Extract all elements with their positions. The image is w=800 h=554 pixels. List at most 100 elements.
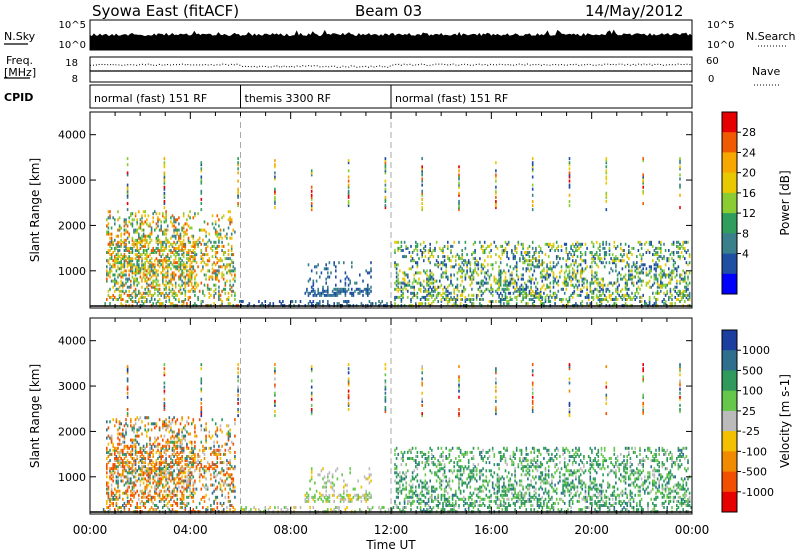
- heatmap-cell: [424, 255, 427, 259]
- heatmap-cell: [200, 300, 203, 303]
- heatmap-cell: [170, 220, 172, 224]
- heatmap-cell: [213, 499, 215, 503]
- heatmap-cell: [200, 381, 203, 385]
- heatmap-cell: [136, 220, 138, 224]
- heatmap-cell: [459, 302, 462, 306]
- heatmap-cell: [158, 483, 161, 487]
- heatmap-cell: [203, 485, 206, 489]
- heatmap-cell: [155, 281, 158, 285]
- heatmap-cell: [511, 249, 513, 252]
- heatmap-cell: [307, 493, 310, 497]
- heatmap-cell: [146, 279, 148, 283]
- heatmap-cell: [114, 487, 116, 491]
- heatmap-cell: [197, 459, 199, 463]
- heatmap-cell: [320, 497, 323, 501]
- heatmap-cell: [134, 471, 137, 475]
- heatmap-cell: [490, 263, 492, 267]
- heatmap-cell: [467, 261, 470, 265]
- heatmap-cell: [144, 261, 146, 265]
- heatmap-cell: [182, 485, 185, 489]
- heatmap-cell: [615, 259, 617, 263]
- heatmap-cell: [114, 289, 116, 293]
- heatmap-cell: [158, 469, 161, 473]
- heatmap-cell: [245, 508, 247, 512]
- heatmap-cell: [656, 281, 659, 285]
- heatmap-cell: [535, 295, 537, 299]
- heatmap-cell: [213, 261, 215, 265]
- heatmap-cell: [181, 475, 183, 479]
- heatmap-cell: [283, 506, 286, 509]
- heatmap-cell: [154, 489, 156, 493]
- cpid-segment-label: normal (fast) 151 RF: [94, 92, 207, 105]
- heatmap-cell: [520, 273, 523, 277]
- heatmap-cell: [531, 302, 534, 306]
- heatmap-cell: [365, 287, 367, 291]
- heatmap-cell: [445, 265, 447, 269]
- heatmap-cell: [421, 255, 423, 259]
- heatmap-cell: [160, 481, 162, 485]
- heatmap-cell: [163, 424, 166, 428]
- heatmap-cell: [515, 269, 518, 273]
- heatmap-cell: [107, 259, 110, 263]
- heatmap-cell: [171, 420, 174, 424]
- heatmap-cell: [138, 265, 140, 269]
- heatmap-cell: [130, 450, 132, 454]
- heatmap-cell: [141, 265, 143, 269]
- heatmap-cell: [399, 281, 401, 285]
- heatmap-cell: [182, 434, 185, 438]
- heatmap-cell: [154, 467, 156, 471]
- heatmap-cell: [126, 395, 129, 399]
- heatmap-cell: [274, 377, 276, 381]
- heatmap-cell: [133, 228, 135, 232]
- heatmap-cell: [173, 265, 175, 269]
- heatmap-cell: [182, 244, 185, 248]
- heatmap-cell: [117, 446, 119, 450]
- heatmap-cell: [163, 246, 166, 250]
- heatmap-cell: [597, 295, 600, 299]
- heatmap-cell: [575, 259, 577, 263]
- heatmap-cell: [602, 279, 604, 283]
- heatmap-cell: [192, 461, 195, 465]
- heatmap-cell: [198, 448, 201, 452]
- heatmap-cell: [634, 293, 636, 297]
- heatmap-cell: [229, 450, 231, 454]
- heatmap-cell: [224, 487, 227, 491]
- heatmap-cell: [408, 283, 411, 287]
- heatmap-cell: [602, 283, 604, 287]
- heatmap-cell: [214, 251, 217, 254]
- heatmap-cell: [688, 295, 691, 299]
- heatmap-cell: [128, 469, 130, 473]
- heatmap-cell: [106, 428, 108, 432]
- heatmap-cell: [120, 267, 122, 271]
- heatmap-cell: [384, 206, 387, 210]
- heatmap-cell: [149, 253, 151, 257]
- heatmap-cell: [134, 452, 137, 456]
- heatmap-cell: [416, 265, 419, 269]
- heatmap-cell: [463, 287, 465, 291]
- heatmap-cell: [200, 497, 203, 501]
- heatmap-cell: [597, 283, 600, 287]
- heatmap-cell: [325, 289, 327, 293]
- heatmap-cell: [134, 257, 137, 261]
- heatmap-cell: [158, 228, 161, 232]
- heatmap-cell: [357, 287, 359, 291]
- heatmap-cell: [173, 479, 175, 483]
- heatmap-cell: [214, 222, 217, 226]
- heatmap-cell: [182, 495, 185, 499]
- heatmap-cell: [527, 246, 529, 250]
- heatmap-cell: [189, 295, 191, 299]
- heatmap-cell: [338, 302, 340, 306]
- heatmap-cell: [152, 281, 154, 285]
- heatmap-cell: [544, 275, 547, 279]
- heatmap-cell: [134, 277, 137, 281]
- heatmap-cell: [149, 222, 151, 226]
- heatmap-cell: [147, 469, 150, 473]
- heatmap-cell: [133, 283, 135, 287]
- heatmap-cell: [451, 298, 454, 301]
- heatmap-cell: [669, 302, 672, 306]
- heatmap-cell: [384, 179, 387, 183]
- heatmap-cell: [539, 300, 542, 303]
- heatmap-cell: [581, 289, 584, 293]
- heatmap-cell: [192, 265, 195, 269]
